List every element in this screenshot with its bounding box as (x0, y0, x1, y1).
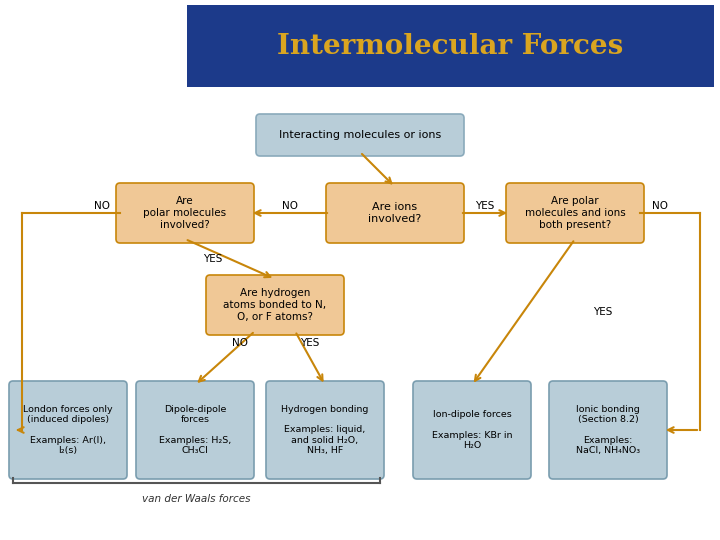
Text: YES: YES (475, 201, 495, 211)
FancyBboxPatch shape (506, 183, 644, 243)
Text: YES: YES (300, 338, 320, 348)
Text: NO: NO (652, 201, 668, 211)
Text: London forces only
(induced dipoles)

Examples: Ar(l),
I₂(s): London forces only (induced dipoles) Exa… (23, 404, 113, 455)
Text: Are ions
involved?: Are ions involved? (369, 202, 422, 224)
FancyBboxPatch shape (549, 381, 667, 479)
FancyBboxPatch shape (413, 381, 531, 479)
Text: YES: YES (593, 307, 613, 317)
Text: NO: NO (232, 338, 248, 348)
Text: Interacting molecules or ions: Interacting molecules or ions (279, 130, 441, 140)
Text: Ion-dipole forces

Examples: KBr in
H₂O: Ion-dipole forces Examples: KBr in H₂O (432, 410, 512, 450)
Text: Intermolecular Forces: Intermolecular Forces (277, 32, 624, 59)
Text: Are polar
molecules and ions
both present?: Are polar molecules and ions both presen… (525, 197, 626, 230)
FancyBboxPatch shape (206, 275, 344, 335)
FancyBboxPatch shape (256, 114, 464, 156)
FancyBboxPatch shape (116, 183, 254, 243)
FancyBboxPatch shape (266, 381, 384, 479)
FancyBboxPatch shape (136, 381, 254, 479)
Text: Are
polar molecules
involved?: Are polar molecules involved? (143, 197, 227, 230)
FancyBboxPatch shape (9, 381, 127, 479)
Text: NO: NO (94, 201, 110, 211)
FancyBboxPatch shape (326, 183, 464, 243)
Text: NO: NO (282, 201, 298, 211)
Text: Hydrogen bonding

Examples: liquid,
and solid H₂O,
NH₃, HF: Hydrogen bonding Examples: liquid, and s… (282, 404, 369, 455)
Text: Ionic bonding
(Section 8.2)

Examples:
NaCl, NH₄NO₃: Ionic bonding (Section 8.2) Examples: Na… (576, 404, 640, 455)
Text: Dipole-dipole
forces

Examples: H₂S,
CH₃Cl: Dipole-dipole forces Examples: H₂S, CH₃C… (159, 404, 231, 455)
FancyBboxPatch shape (187, 5, 714, 87)
Text: YES: YES (203, 254, 222, 264)
Text: Are hydrogen
atoms bonded to N,
O, or F atoms?: Are hydrogen atoms bonded to N, O, or F … (223, 288, 327, 322)
Text: van der Waals forces: van der Waals forces (143, 494, 251, 504)
